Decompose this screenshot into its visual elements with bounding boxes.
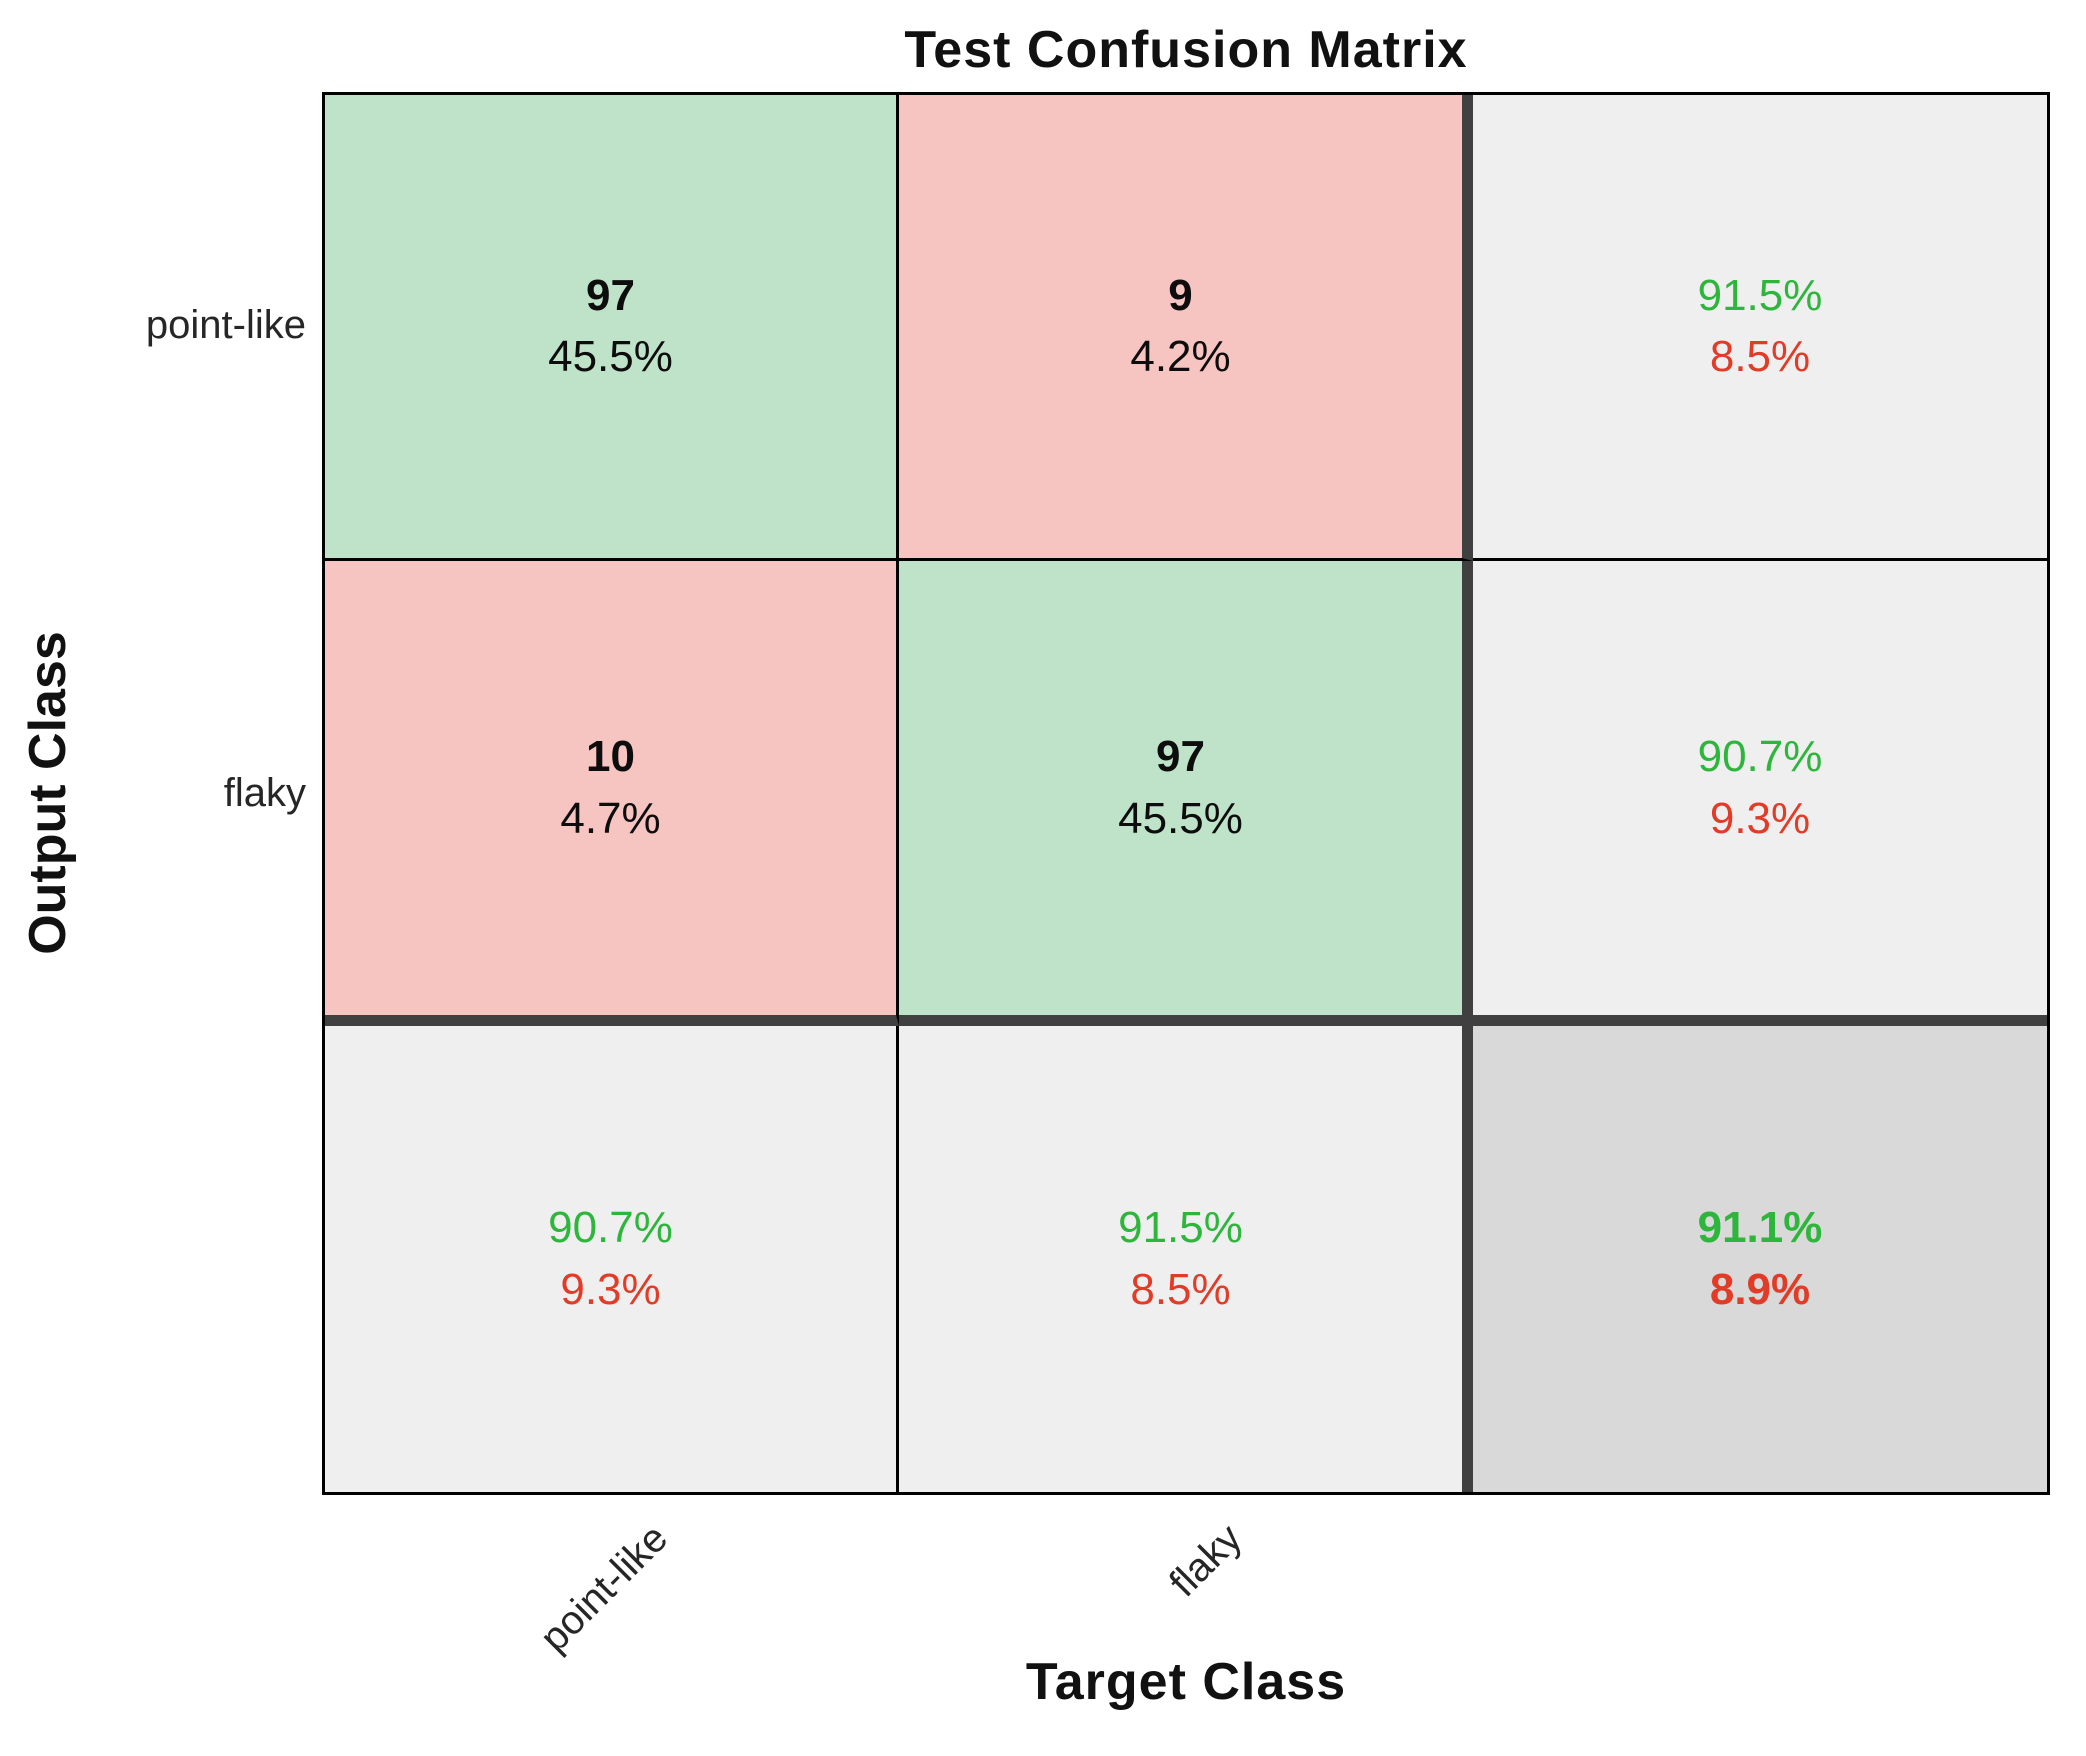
matrix-grid: 97 45.5% 9 4.2% 91.5% 8.5% 10 4.7% 97 45… bbox=[322, 92, 2050, 1495]
cell-correct-percent: 91.1% bbox=[1697, 1203, 1823, 1253]
cell-output-flaky-target-flaky: 97 45.5% bbox=[899, 560, 1473, 1027]
cell-output-point-like-target-flaky: 9 4.2% bbox=[899, 95, 1473, 561]
cell-percent: 4.7% bbox=[560, 793, 661, 843]
cell-incorrect-percent: 8.5% bbox=[1709, 332, 1811, 382]
x-tick-point-like: point-like bbox=[531, 1516, 677, 1661]
cell-incorrect-percent: 8.5% bbox=[1130, 1265, 1231, 1315]
cell-correct-percent: 90.7% bbox=[548, 1203, 673, 1253]
cell-percent: 45.5% bbox=[1118, 793, 1243, 843]
cell-correct-percent: 91.5% bbox=[1697, 270, 1823, 320]
y-tick-flaky: flaky bbox=[223, 771, 306, 815]
cell-overall-accuracy: 91.1% 8.9% bbox=[1473, 1026, 2047, 1492]
cell-correct-percent: 91.5% bbox=[1118, 1203, 1243, 1253]
cell-correct-percent: 90.7% bbox=[1697, 732, 1823, 782]
cell-count: 10 bbox=[586, 732, 635, 782]
cell-percent: 45.5% bbox=[548, 332, 673, 382]
x-tick-flaky: flaky bbox=[1160, 1516, 1251, 1606]
cell-column-summary-point-like: 90.7% 9.3% bbox=[325, 1026, 899, 1492]
cell-row-summary-flaky: 90.7% 9.3% bbox=[1473, 560, 2047, 1027]
cell-count: 97 bbox=[586, 270, 635, 320]
x-axis-label: Target Class bbox=[1025, 1653, 1347, 1711]
cell-column-summary-flaky: 91.5% 8.5% bbox=[899, 1026, 1473, 1492]
cell-incorrect-percent: 9.3% bbox=[560, 1265, 661, 1315]
cell-output-point-like-target-point-like: 97 45.5% bbox=[325, 95, 899, 561]
cell-incorrect-percent: 8.9% bbox=[1709, 1265, 1811, 1315]
cell-incorrect-percent: 9.3% bbox=[1709, 793, 1811, 843]
cell-percent: 4.2% bbox=[1130, 332, 1231, 382]
cell-output-flaky-target-point-like: 10 4.7% bbox=[325, 560, 899, 1027]
cell-count: 9 bbox=[1168, 270, 1193, 320]
cell-count: 97 bbox=[1156, 732, 1205, 782]
chart-title: Test Confusion Matrix bbox=[904, 21, 1468, 79]
y-tick-point-like: point-like bbox=[145, 303, 306, 347]
cell-row-summary-point-like: 91.5% 8.5% bbox=[1473, 95, 2047, 561]
